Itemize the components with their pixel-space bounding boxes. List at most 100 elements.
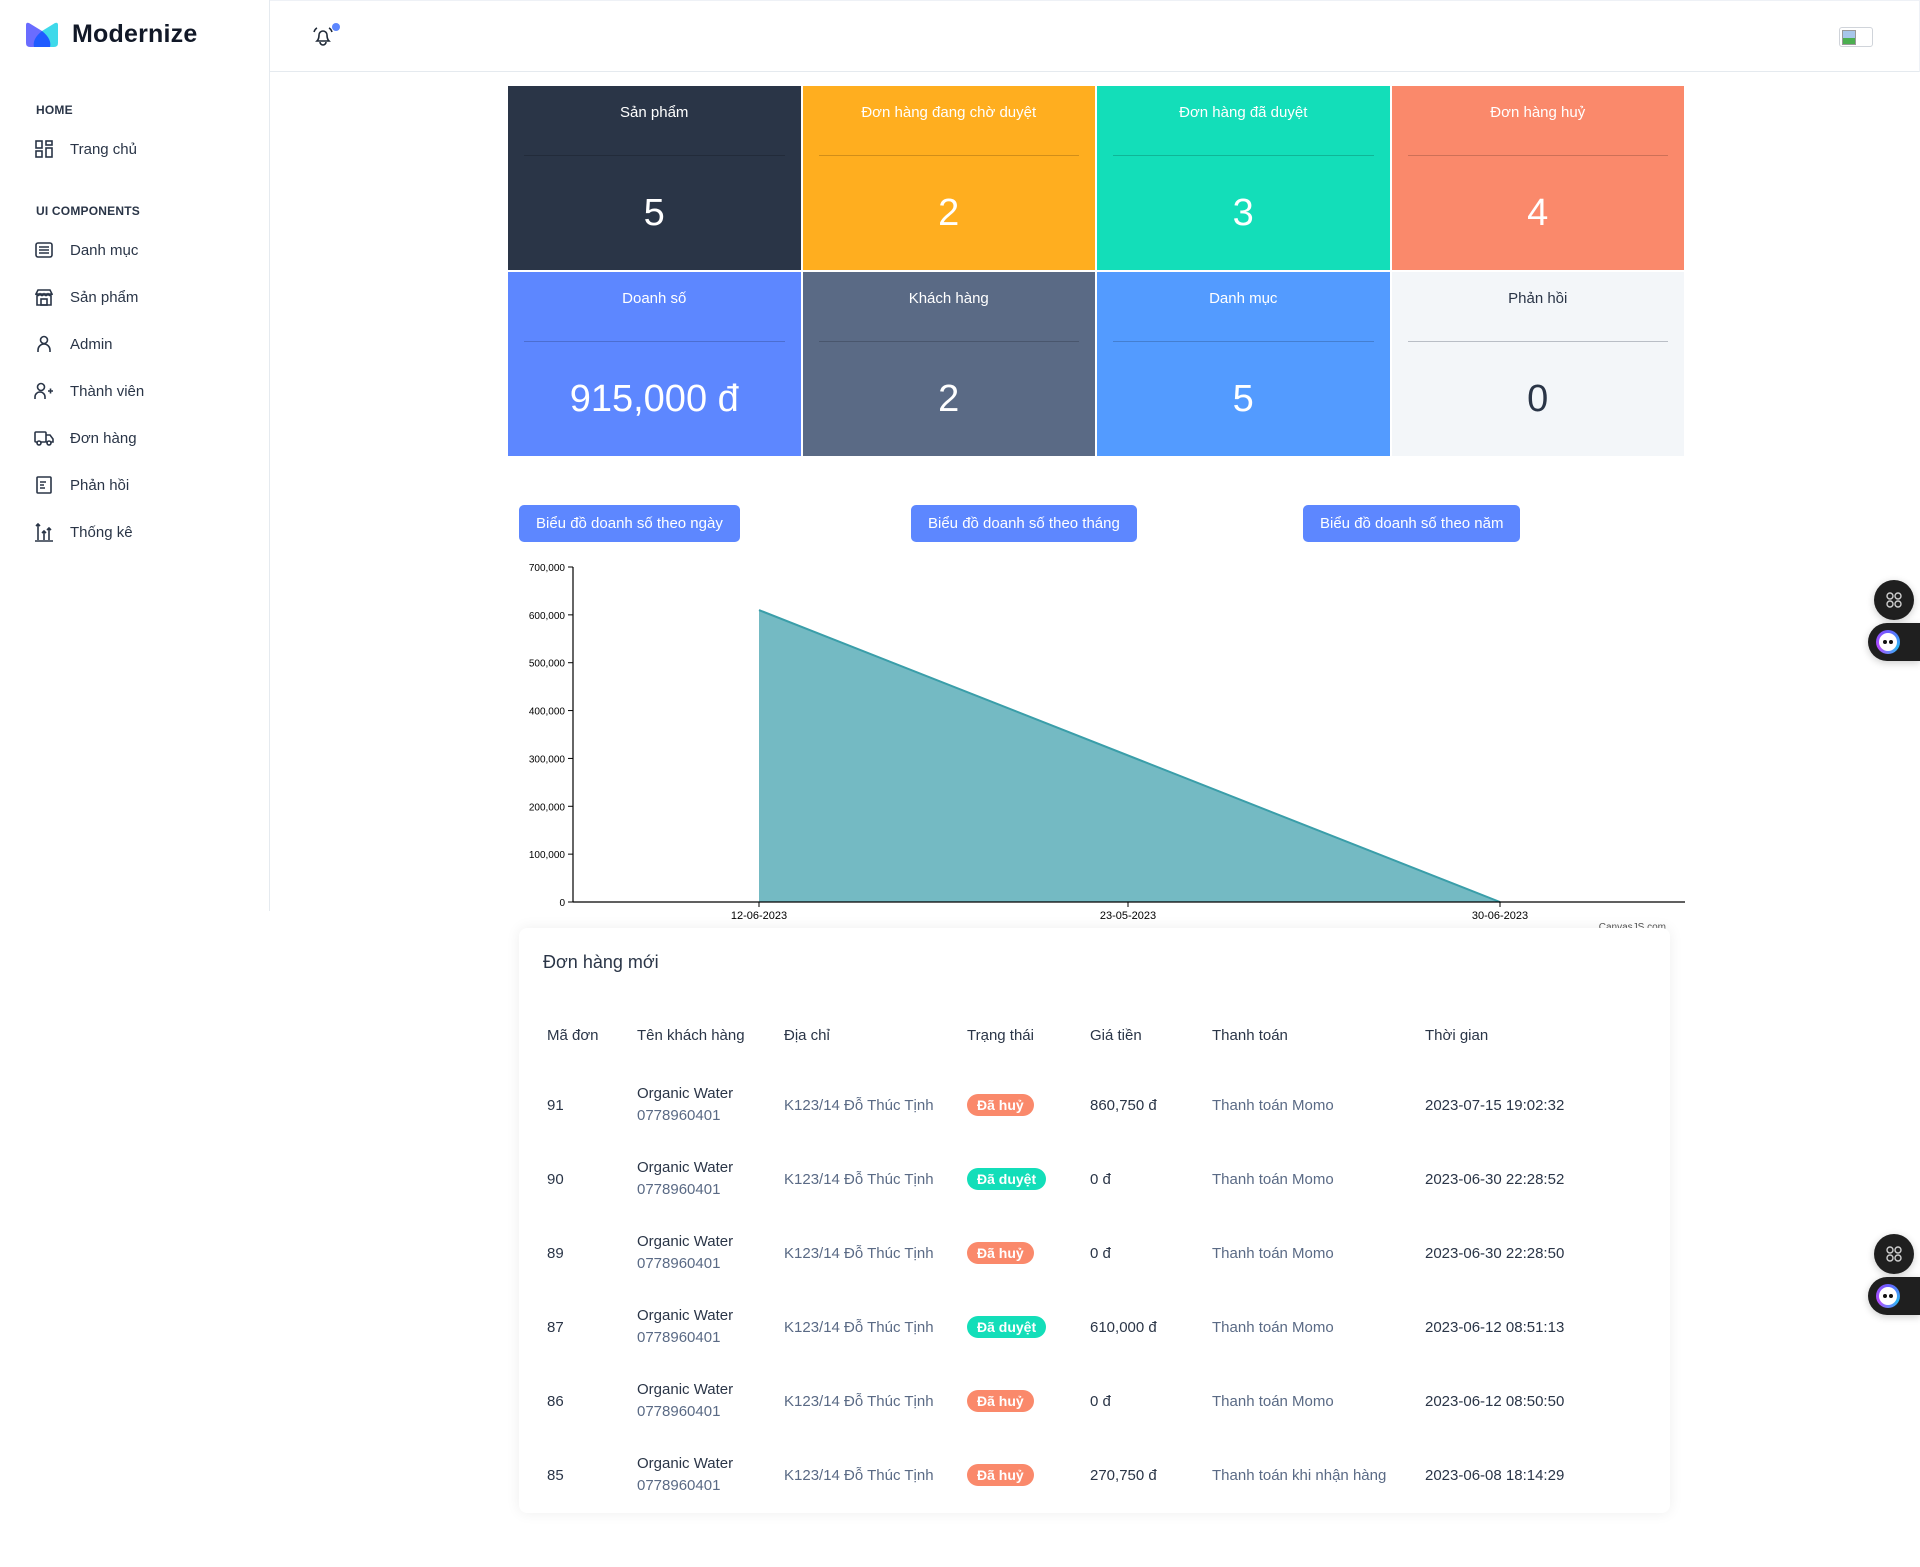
payment-method: Thanh toán Momo	[1212, 1318, 1334, 1336]
notification-button[interactable]	[312, 23, 340, 49]
customer-cell: Organic Water 0778960401	[625, 1216, 772, 1290]
col-price: Giá tiền	[1090, 1026, 1142, 1044]
stat-value: 4	[1527, 192, 1549, 234]
customer-cell: Organic Water 0778960401	[625, 1142, 772, 1216]
stat-divider	[524, 155, 785, 156]
table-row[interactable]: 91 Organic Water 0778960401 K123/14 Đỗ T…	[535, 1068, 1654, 1142]
bell-ringing-icon	[313, 27, 333, 46]
sidebar-item-label: Danh mục	[70, 241, 139, 259]
notification-dot	[332, 23, 340, 31]
status-badge: Đã huỷ	[967, 1464, 1034, 1486]
table-row[interactable]: 85 Organic Water 0778960401 K123/14 Đỗ T…	[535, 1438, 1654, 1512]
brand-name: Modernize	[72, 20, 198, 48]
table-row[interactable]: 89 Organic Water 0778960401 K123/14 Đỗ T…	[535, 1216, 1654, 1290]
status-cell: Đã huỷ	[955, 1364, 1078, 1438]
order-id: 90	[547, 1170, 564, 1188]
y-tick-label: 200,000	[529, 802, 566, 813]
sidebar-item-thanh-vien[interactable]: Thành viên	[34, 376, 144, 406]
stat-value: 3	[1232, 192, 1254, 234]
col-status: Trạng thái	[967, 1026, 1034, 1044]
sidebar-item-label: Phản hồi	[70, 476, 130, 494]
stat-value: 2	[938, 192, 960, 234]
stat-title: Phản hồi	[1508, 290, 1568, 307]
apps-launcher-button[interactable]	[1874, 580, 1914, 620]
status-cell: Đã duyệt	[955, 1142, 1078, 1216]
dashboard-icon	[34, 139, 54, 159]
sidebar-item-admin[interactable]: Admin	[34, 329, 113, 359]
sidebar-item-thong-ke[interactable]: Thống kê	[34, 517, 133, 547]
y-tick-label: 600,000	[529, 611, 566, 622]
x-tick-label: 30-06-2023	[1472, 910, 1528, 922]
customer-phone: 0778960401	[637, 1403, 721, 1420]
order-price: 860,750 đ	[1090, 1096, 1157, 1114]
chatbot-icon	[1876, 1284, 1900, 1308]
col-address: Địa chỉ	[784, 1026, 830, 1044]
apps-icon	[1886, 1246, 1902, 1262]
table-row[interactable]: 87 Organic Water 0778960401 K123/14 Đỗ T…	[535, 1290, 1654, 1364]
customer-cell: Organic Water 0778960401	[625, 1438, 772, 1512]
table-row[interactable]: 86 Organic Water 0778960401 K123/14 Đỗ T…	[535, 1364, 1654, 1438]
order-time: 2023-06-12 08:51:13	[1425, 1318, 1565, 1336]
new-orders-card: Đơn hàng mới Mã đơn Tên khách hàng Địa c…	[519, 928, 1670, 1513]
col-order-id: Mã đơn	[547, 1026, 599, 1044]
chatbot-button-2[interactable]	[1868, 1277, 1920, 1315]
stat-value: 5	[1232, 378, 1254, 420]
stat-card-approved-orders: Đơn hàng đã duyệt 3	[1097, 86, 1390, 270]
apps-icon	[1886, 592, 1902, 608]
stat-card-revenue: Doanh số 915,000 đ	[508, 272, 801, 456]
sidebar-item-label: Admin	[70, 335, 113, 353]
status-cell: Đã duyệt	[955, 1290, 1078, 1364]
broken-image-icon	[1842, 30, 1856, 45]
order-address: K123/14 Đỗ Thúc Tịnh	[784, 1096, 934, 1114]
status-badge: Đã huỷ	[967, 1094, 1034, 1116]
sidebar-item-danh-muc[interactable]: Danh mục	[34, 235, 138, 265]
customer-cell: Organic Water 0778960401	[625, 1290, 772, 1364]
sidebar-item-san-pham[interactable]: Sản phẩm	[34, 282, 138, 312]
payment-method: Thanh toán khi nhận hàng	[1212, 1466, 1387, 1484]
chart-by-year-button[interactable]: Biểu đồ doanh số theo năm	[1303, 505, 1521, 542]
order-price: 0 đ	[1090, 1170, 1111, 1188]
stat-card-pending-orders: Đơn hàng đang chờ duyệt 2	[802, 86, 1095, 270]
status-badge: Đã duyệt	[967, 1316, 1047, 1338]
file-description-icon	[34, 475, 54, 495]
stat-divider	[1407, 155, 1668, 156]
customer-name: Organic Water	[637, 1085, 734, 1102]
user-avatar[interactable]	[1839, 27, 1873, 47]
payment-method: Thanh toán Momo	[1212, 1170, 1334, 1188]
x-tick-label: 12-06-2023	[731, 910, 787, 922]
order-time: 2023-06-30 22:28:52	[1425, 1170, 1565, 1188]
sidebar-item-label: Trang chủ	[70, 140, 137, 158]
order-price: 0 đ	[1090, 1244, 1111, 1262]
table-row[interactable]: 90 Organic Water 0778960401 K123/14 Đỗ T…	[535, 1142, 1654, 1216]
order-time: 2023-06-08 18:14:29	[1425, 1466, 1565, 1484]
sidebar-item-label: Đơn hàng	[70, 429, 137, 447]
stat-card-customers: Khách hàng 2	[802, 272, 1095, 456]
order-time: 2023-07-15 19:02:32	[1425, 1096, 1565, 1114]
stat-title: Đơn hàng đã duyệt	[1179, 104, 1308, 121]
chart-by-month-button[interactable]: Biểu đồ doanh số theo tháng	[911, 505, 1137, 542]
order-id: 85	[547, 1466, 564, 1484]
stat-card-feedback: Phản hồi 0	[1391, 272, 1684, 456]
sidebar-item-phan-hoi[interactable]: Phản hồi	[34, 470, 129, 500]
order-address: K123/14 Đỗ Thúc Tịnh	[784, 1392, 934, 1410]
order-address: K123/14 Đỗ Thúc Tịnh	[784, 1244, 934, 1262]
logo-icon	[26, 22, 58, 47]
customer-phone: 0778960401	[637, 1477, 721, 1494]
sidebar-item-trang-chu[interactable]: Trang chủ	[34, 134, 137, 164]
revenue-area-chart: 0 100,000 200,000 300,000 400,000 500,000 600,…	[529, 563, 1685, 930]
y-tick-label: 100,000	[529, 850, 566, 861]
stats-grid: Sản phẩm 5 Đơn hàng đang chờ duyệt 2 Đơn…	[508, 86, 1684, 456]
col-customer: Tên khách hàng	[637, 1026, 745, 1044]
apps-launcher-button-2[interactable]	[1874, 1234, 1914, 1274]
chart-by-day-button[interactable]: Biểu đồ doanh số theo ngày	[519, 505, 740, 542]
order-address: K123/14 Đỗ Thúc Tịnh	[784, 1466, 934, 1484]
chatbot-button[interactable]	[1868, 623, 1920, 661]
status-cell: Đã huỷ	[955, 1438, 1078, 1512]
order-time: 2023-06-30 22:28:50	[1425, 1244, 1565, 1262]
brand-logo[interactable]: Modernize	[24, 20, 197, 49]
stat-card-categories: Danh mục 5	[1097, 272, 1390, 456]
payment-method: Thanh toán Momo	[1212, 1244, 1334, 1262]
stat-divider	[1113, 341, 1374, 342]
sidebar-item-don-hang[interactable]: Đơn hàng	[34, 423, 137, 453]
stat-title: Đơn hàng huỷ	[1490, 104, 1586, 121]
